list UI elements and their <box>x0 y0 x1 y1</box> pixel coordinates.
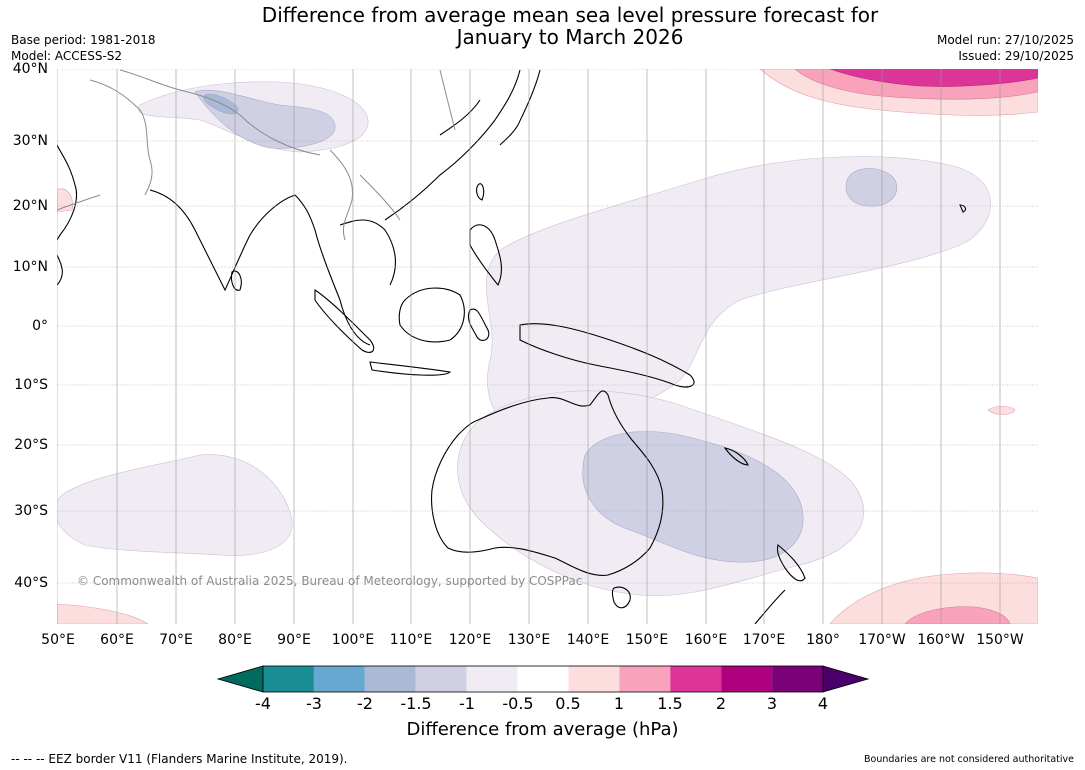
colorbar-tick: -2 <box>357 694 373 713</box>
colorbar-label: Difference from average (hPa) <box>406 719 679 740</box>
contour-south-pos15 <box>904 606 1011 624</box>
pressure-contours <box>57 69 1038 624</box>
colorbar-tick: -1 <box>459 694 475 713</box>
lon-label-60e: 60°E <box>100 632 134 648</box>
lon-label-170e: 170°E <box>742 632 786 648</box>
colorbar-segment <box>364 666 416 692</box>
contour-pacific-patch <box>845 168 897 207</box>
meta-right: Model run: 27/10/2025 Issued: 29/10/2025 <box>937 32 1074 64</box>
lon-label-50e: 50°E <box>41 632 75 648</box>
colorbar-segment <box>466 666 518 692</box>
country-borders <box>57 69 456 241</box>
lon-label-170w: 170°W <box>858 632 906 648</box>
lon-label-130e: 130°E <box>507 632 551 648</box>
colorbar-segment <box>670 666 722 692</box>
colorbar-tick: -3 <box>306 694 322 713</box>
map-title: Difference from average mean sea level p… <box>0 4 1085 48</box>
colorbar-segment <box>517 666 569 692</box>
base-period: Base period: 1981-2018 <box>11 33 156 47</box>
colorbar-segment <box>772 666 823 692</box>
colorbar-segment <box>313 666 365 692</box>
colorbar-segment <box>568 666 620 692</box>
model-name: Model: ACCESS-S2 <box>11 49 123 63</box>
lon-label-160w: 160°W <box>917 632 965 648</box>
contour-tonga-pos <box>987 405 1016 415</box>
lon-label-160e: 160°E <box>684 632 728 648</box>
lat-label-30s: 30°S <box>14 503 48 519</box>
contour-southwest-pos1 <box>57 603 149 624</box>
lat-label-20n: 20°N <box>12 198 48 214</box>
lon-label-110e: 110°E <box>389 632 433 648</box>
meridians <box>57 69 1001 624</box>
colorbar-segment <box>619 666 671 692</box>
colorbar-border <box>262 665 824 693</box>
colorbar-tick: 1 <box>613 694 625 713</box>
lat-label-40s: 40°S <box>14 575 48 591</box>
lat-label-10n: 10°N <box>12 259 48 275</box>
colorbar-tick: 4 <box>817 694 829 713</box>
lon-label-180: 180° <box>806 632 840 648</box>
colorbar-segment <box>721 666 773 692</box>
graticule <box>57 69 1038 584</box>
colorbar-segment <box>415 666 467 692</box>
issued-date: Issued: 29/10/2025 <box>958 49 1074 63</box>
map-title-line2: January to March 2026 <box>456 25 684 49</box>
lat-label-40n: 40°N <box>12 61 48 77</box>
lat-label-20s: 20°S <box>14 437 48 453</box>
coastlines <box>57 69 967 624</box>
model-run: Model run: 27/10/2025 <box>936 33 1074 47</box>
map-title-line1: Difference from average mean sea level p… <box>261 3 879 27</box>
colorbar-tick: -1.5 <box>400 694 432 713</box>
boundaries-disclaimer: Boundaries are not considered authoritat… <box>864 754 1074 765</box>
meta-left: Base period: 1981-2018 Model: ACCESS-S2 <box>11 32 156 64</box>
colorbar-tick: 3 <box>766 694 778 713</box>
colorbar-tick: -0.5 <box>502 694 534 713</box>
lon-label-80e: 80°E <box>218 632 252 648</box>
lon-label-150w: 150°W <box>976 632 1024 648</box>
colorbar-tick: 0.5 <box>555 694 581 713</box>
lon-label-120e: 120°E <box>448 632 492 648</box>
lon-label-90e: 90°E <box>277 632 311 648</box>
colorbar-under-arrow <box>216 665 264 693</box>
lat-label-10s: 10°S <box>14 377 48 393</box>
lon-label-150e: 150°E <box>625 632 669 648</box>
lat-label-30n: 30°N <box>12 133 48 149</box>
colorbar-over-arrow <box>822 665 870 693</box>
lon-label-100e: 100°E <box>331 632 375 648</box>
colorbar-tick: 1.5 <box>657 694 683 713</box>
colorbar-segment <box>263 666 314 692</box>
colorbar <box>216 665 870 693</box>
colorbar-tick: -4 <box>255 694 271 713</box>
eez-border-legend: -- -- -- EEZ border V11 (Flanders Marine… <box>11 752 348 766</box>
copyright-notice: © Commonwealth of Australia 2025, Bureau… <box>77 574 583 588</box>
lon-label-70e: 70°E <box>159 632 193 648</box>
lat-label-0: 0° <box>32 318 48 334</box>
lon-label-140e: 140°E <box>566 632 610 648</box>
contour-indian-ocean <box>57 454 293 556</box>
colorbar-tick: 2 <box>715 694 727 713</box>
